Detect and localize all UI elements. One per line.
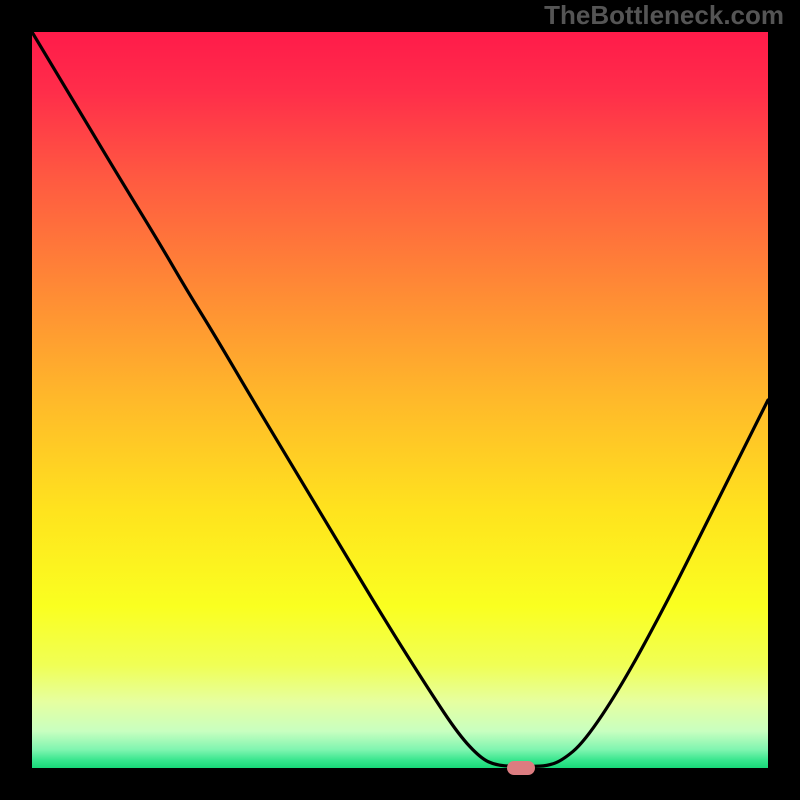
gradient-background <box>32 32 768 768</box>
chart-frame <box>32 32 768 768</box>
watermark-label: TheBottleneck.com <box>544 0 784 31</box>
optimal-point-marker <box>507 761 535 775</box>
